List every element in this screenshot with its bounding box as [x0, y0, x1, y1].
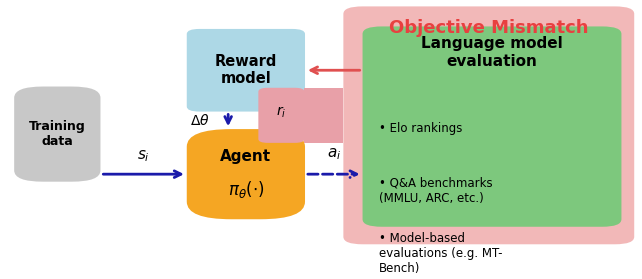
Text: • Q&A benchmarks
(MMLU, ARC, etc.): • Q&A benchmarks (MMLU, ARC, etc.): [379, 177, 492, 205]
Text: Language model
evaluation: Language model evaluation: [421, 37, 563, 69]
FancyBboxPatch shape: [14, 86, 100, 182]
FancyBboxPatch shape: [187, 29, 305, 112]
Text: • Model-based
evaluations (e.g. MT-
Bench): • Model-based evaluations (e.g. MT- Benc…: [379, 232, 502, 275]
Text: Agent: Agent: [220, 149, 272, 164]
Text: Objective Mismatch: Objective Mismatch: [389, 19, 589, 37]
Text: Training
data: Training data: [29, 120, 85, 148]
FancyBboxPatch shape: [187, 129, 305, 219]
Text: $a_i$: $a_i$: [327, 146, 341, 162]
FancyBboxPatch shape: [258, 88, 304, 143]
FancyBboxPatch shape: [304, 88, 343, 143]
FancyBboxPatch shape: [343, 6, 634, 244]
Text: $r_i$: $r_i$: [276, 105, 286, 120]
Text: • Elo rankings: • Elo rankings: [379, 122, 462, 134]
FancyBboxPatch shape: [363, 27, 621, 227]
Text: $s_i$: $s_i$: [137, 149, 150, 165]
Text: $\Delta\theta$: $\Delta\theta$: [189, 113, 209, 128]
Text: Reward
model: Reward model: [214, 54, 277, 86]
Text: $\pi_\theta(\cdot)$: $\pi_\theta(\cdot)$: [228, 179, 264, 200]
